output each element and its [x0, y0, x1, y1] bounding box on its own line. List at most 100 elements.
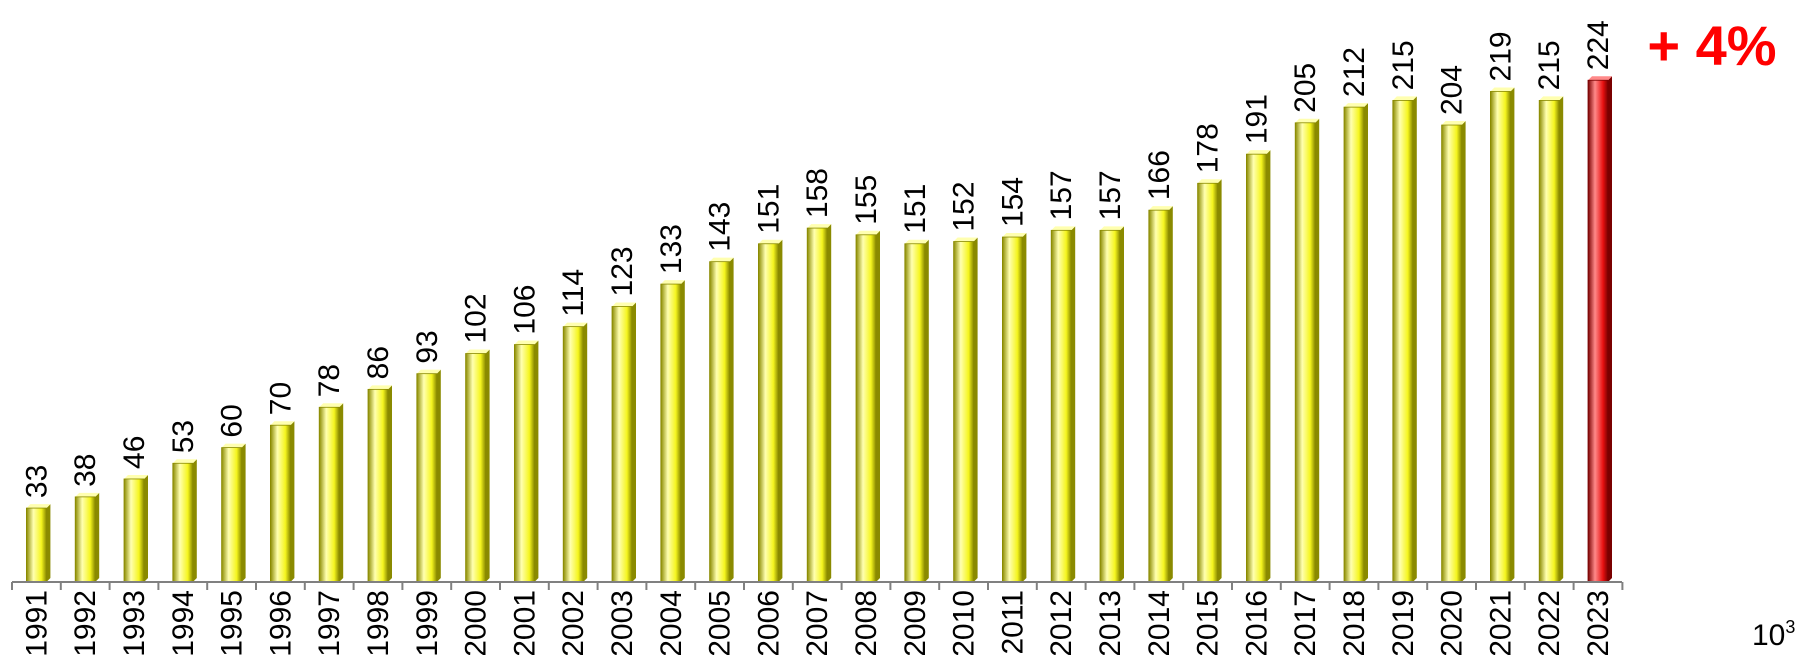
bar-top-2010 [953, 237, 978, 242]
bar-side-2004 [680, 280, 685, 582]
bar-side-2018 [1364, 103, 1368, 583]
bar-side-2022 [1559, 96, 1564, 583]
bar-top-1994 [172, 459, 197, 464]
bar-side-2002 [583, 322, 588, 582]
bar-side-2003 [632, 302, 636, 582]
bar-1994 [172, 462, 194, 583]
x-tick-label-2019: 2019 [1387, 590, 1420, 655]
x-tick-label-2002: 2002 [557, 590, 590, 655]
value-label-2012: 157 [1045, 170, 1078, 220]
bar-top-1993 [124, 474, 148, 479]
x-tick-label-2014: 2014 [1143, 590, 1176, 655]
bar-2001 [514, 344, 535, 583]
bar-side-2021 [1510, 87, 1515, 582]
value-label-2013: 157 [1094, 170, 1127, 220]
bar-2021 [1490, 91, 1511, 583]
x-tick-label-2009: 2009 [899, 590, 932, 655]
bar-top-1991 [26, 504, 51, 509]
x-tick-label-2007: 2007 [801, 590, 834, 655]
bar-side-1991 [46, 504, 51, 582]
bar-1996 [269, 424, 291, 583]
x-tick-label-1992: 1992 [69, 590, 102, 655]
bar-2016 [1246, 153, 1267, 583]
bar-top-1997 [319, 403, 344, 408]
x-tick-label-1994: 1994 [167, 590, 200, 655]
bar-2008 [855, 234, 877, 583]
value-label-1996: 70 [264, 382, 297, 415]
value-label-2011: 154 [996, 177, 1029, 227]
value-label-2014: 166 [1143, 150, 1176, 200]
bar-top-2001 [514, 340, 539, 345]
x-tick-label-1997: 1997 [313, 590, 346, 655]
bar-1993 [123, 478, 145, 583]
bar-top-2003 [612, 302, 636, 307]
x-tick-label-1999: 1999 [411, 590, 444, 655]
bar-top-2011 [1002, 233, 1027, 238]
bar-1999 [416, 373, 438, 583]
bar-side-2017 [1315, 118, 1320, 583]
bar-top-1996 [270, 421, 295, 426]
value-label-2005: 143 [704, 202, 737, 252]
bar-top-2012 [1051, 226, 1076, 231]
bar-2012 [1050, 229, 1072, 583]
bar-top-2000 [465, 349, 490, 354]
x-tick-label-2003: 2003 [606, 590, 639, 655]
value-label-2001: 106 [508, 284, 541, 334]
value-label-1993: 46 [118, 436, 151, 469]
bar-1992 [74, 496, 96, 583]
bar-side-1996 [290, 421, 295, 582]
bar-top-1992 [75, 492, 100, 497]
bar-2013 [1099, 229, 1121, 583]
bar-top-2014 [1148, 206, 1173, 211]
x-tick-label-2006: 2006 [752, 590, 785, 655]
value-label-2003: 123 [606, 246, 639, 296]
unit-exponent: 3 [1785, 617, 1795, 637]
bar-1998 [367, 388, 389, 583]
x-tick-label-2020: 2020 [1436, 590, 1469, 655]
bar-side-1999 [436, 369, 441, 582]
bar-top-2017 [1295, 118, 1320, 123]
x-tick-label-2010: 2010 [948, 590, 981, 655]
x-tick-label-2015: 2015 [1192, 590, 1225, 655]
bar-2017 [1294, 122, 1316, 583]
x-tick-label-2005: 2005 [704, 590, 737, 655]
x-tick-label-2021: 2021 [1484, 590, 1517, 655]
bar-side-1992 [95, 492, 100, 582]
bar-2022 [1538, 100, 1560, 583]
bar-top-2005 [709, 257, 734, 262]
bar-2018 [1343, 106, 1365, 583]
bar-2020 [1441, 124, 1462, 583]
value-label-2023: 224 [1582, 20, 1615, 70]
bar-side-2005 [729, 257, 734, 582]
value-label-2022: 215 [1533, 40, 1566, 90]
x-tick-label-1998: 1998 [362, 590, 395, 655]
x-tick-label-2022: 2022 [1533, 590, 1566, 655]
bar-side-2013 [1120, 226, 1124, 582]
bar-side-1997 [339, 403, 344, 582]
bar-side-2000 [485, 349, 490, 582]
x-tick-label-2004: 2004 [655, 590, 688, 655]
value-label-1997: 78 [313, 364, 346, 397]
bar-top-2016 [1246, 150, 1271, 155]
x-tick-label-1993: 1993 [118, 590, 151, 655]
bar-top-2020 [1441, 121, 1466, 126]
bar-top-2023 [1588, 76, 1612, 81]
value-label-1992: 38 [69, 454, 102, 487]
x-tick-label-2023: 2023 [1582, 590, 1615, 655]
bar-side-2023 [1608, 76, 1612, 583]
bar-side-1993 [144, 474, 148, 582]
x-tick-label-2011: 2011 [996, 590, 1029, 655]
value-label-2017: 205 [1289, 63, 1322, 113]
value-label-1994: 53 [167, 420, 200, 453]
bar-side-2012 [1071, 226, 1076, 582]
value-label-1999: 93 [411, 330, 444, 363]
bar-side-1995 [241, 443, 246, 582]
bar-2002 [562, 326, 584, 583]
value-label-1995: 60 [216, 404, 249, 437]
bar-top-2009 [904, 239, 929, 244]
value-label-2010: 152 [948, 181, 981, 231]
bar-2007 [806, 227, 828, 583]
value-label-2007: 158 [801, 168, 834, 218]
bar-top-2008 [856, 230, 880, 235]
